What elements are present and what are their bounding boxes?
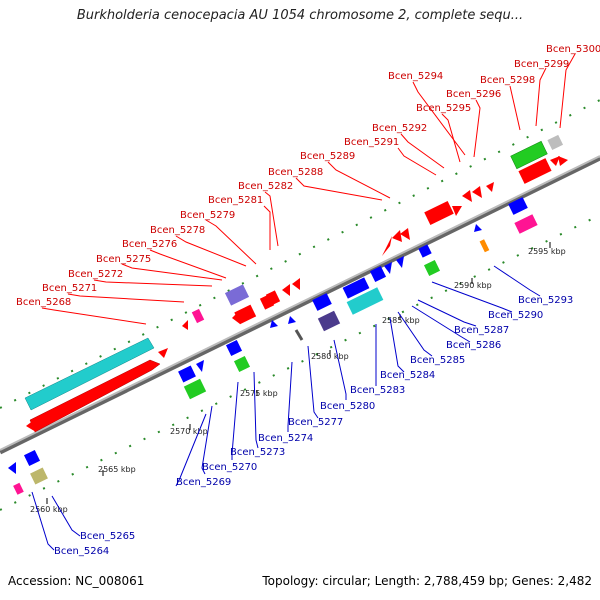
gene-label-bcen-5293[interactable]: Bcen_5293 xyxy=(518,295,573,306)
gene-cyan-bottom[interactable] xyxy=(346,287,384,315)
gene-red-small[interactable] xyxy=(26,420,36,432)
gene-label-bcen-5289[interactable]: Bcen_5289 xyxy=(300,151,355,162)
gene-label-bcen-5291[interactable]: Bcen_5291 xyxy=(344,137,399,148)
gene-label-bcen-5300[interactable]: Bcen_5300 xyxy=(546,44,600,55)
gene-label-bcen-5283[interactable]: Bcen_5283 xyxy=(350,385,405,396)
gene-red-right[interactable] xyxy=(518,158,552,184)
top-label-leaders xyxy=(41,53,576,325)
gene-label-bcen-5279[interactable]: Bcen_5279 xyxy=(180,210,235,221)
gene-label-bcen-5298[interactable]: Bcen_5298 xyxy=(480,75,535,86)
kbp-label-2590: 2590 kbp xyxy=(454,281,492,290)
gene-label-bcen-5272[interactable]: Bcen_5272 xyxy=(68,269,123,280)
gene-label-bcen-5278[interactable]: Bcen_5278 xyxy=(150,225,205,236)
bottom-strand-genes xyxy=(8,197,538,495)
gene-label-bcen-5274[interactable]: Bcen_5274 xyxy=(258,433,313,444)
track-guide-top xyxy=(0,99,600,409)
gene-label-bcen-5282[interactable]: Bcen_5282 xyxy=(238,181,293,192)
gene-olive[interactable] xyxy=(30,467,48,485)
gene-label-bcen-5275[interactable]: Bcen_5275 xyxy=(96,254,151,265)
gene-magenta-bottom[interactable] xyxy=(13,482,24,495)
top-strand-genes xyxy=(24,134,568,433)
gene-label-bcen-5276[interactable]: Bcen_5276 xyxy=(122,239,177,250)
gene-label-bcen-5269[interactable]: Bcen_5269 xyxy=(176,477,231,488)
kbp-label-2570: 2570 kbp xyxy=(170,427,208,436)
gene-label-bcen-5284[interactable]: Bcen_5284 xyxy=(380,370,435,381)
gene-label-bcen-5288[interactable]: Bcen_5288 xyxy=(268,167,323,178)
gene-label-bcen-5277[interactable]: Bcen_5277 xyxy=(288,417,343,428)
gene-orange[interactable] xyxy=(479,239,490,253)
gene-label-bcen-5286[interactable]: Bcen_5286 xyxy=(446,340,501,351)
gene-label-bcen-5271[interactable]: Bcen_5271 xyxy=(42,283,97,294)
topology-text: Topology: circular; Length: 2,788,459 bp… xyxy=(262,574,592,588)
gene-darkpurple[interactable] xyxy=(317,310,341,332)
kbp-label-2565: 2565 kbp xyxy=(98,465,136,474)
gene-green-top[interactable] xyxy=(510,140,548,170)
gene-label-bcen-5287[interactable]: Bcen_5287 xyxy=(454,325,509,336)
kbp-label-2560: 2560 kbp xyxy=(30,505,68,514)
gene-label-bcen-5285[interactable]: Bcen_5285 xyxy=(410,355,465,366)
kbp-label-2595: 2595 kbp xyxy=(528,247,566,256)
gene-label-bcen-5290[interactable]: Bcen_5290 xyxy=(488,310,543,321)
kbp-label-2585: 2585 kbp xyxy=(382,316,420,325)
gene-label-bcen-5281[interactable]: Bcen_5281 xyxy=(208,195,263,206)
gene-label-bcen-5273[interactable]: Bcen_5273 xyxy=(230,447,285,458)
gene-label-bcen-5295[interactable]: Bcen_5295 xyxy=(416,103,471,114)
gene-gray[interactable] xyxy=(547,134,564,151)
gene-purple[interactable] xyxy=(224,284,250,306)
accession-text: Accession: NC_008061 xyxy=(8,574,145,588)
kbp-label-2575: 2575 kbp xyxy=(240,389,278,398)
gene-cyan-long[interactable] xyxy=(24,337,155,411)
gene-label-bcen-5280[interactable]: Bcen_5280 xyxy=(320,401,375,412)
gene-label-bcen-5294[interactable]: Bcen_5294 xyxy=(388,71,443,82)
gene-magenta[interactable] xyxy=(191,308,205,324)
gene-label-bcen-5265[interactable]: Bcen_5265 xyxy=(80,531,135,542)
gene-label-bcen-5292[interactable]: Bcen_5292 xyxy=(372,123,427,134)
gene-red-mid[interactable] xyxy=(424,201,454,225)
map-title: Burkholderia cenocepacia AU 1054 chromos… xyxy=(76,8,524,23)
gene-label-bcen-5264[interactable]: Bcen_5264 xyxy=(54,546,109,557)
gene-label-bcen-5296[interactable]: Bcen_5296 xyxy=(446,89,501,100)
bottom-label-leaders xyxy=(31,265,541,551)
kbp-label-2580: 2580 kbp xyxy=(311,352,349,361)
gene-label-bcen-5299[interactable]: Bcen_5299 xyxy=(514,59,569,70)
gene-label-bcen-5270[interactable]: Bcen_5270 xyxy=(202,462,257,473)
chromosome-backbone xyxy=(0,155,600,455)
gene-label-bcen-5268[interactable]: Bcen_5268 xyxy=(16,297,71,308)
track-guide-bottom xyxy=(0,214,600,511)
gene-green-bottom[interactable] xyxy=(183,378,207,400)
